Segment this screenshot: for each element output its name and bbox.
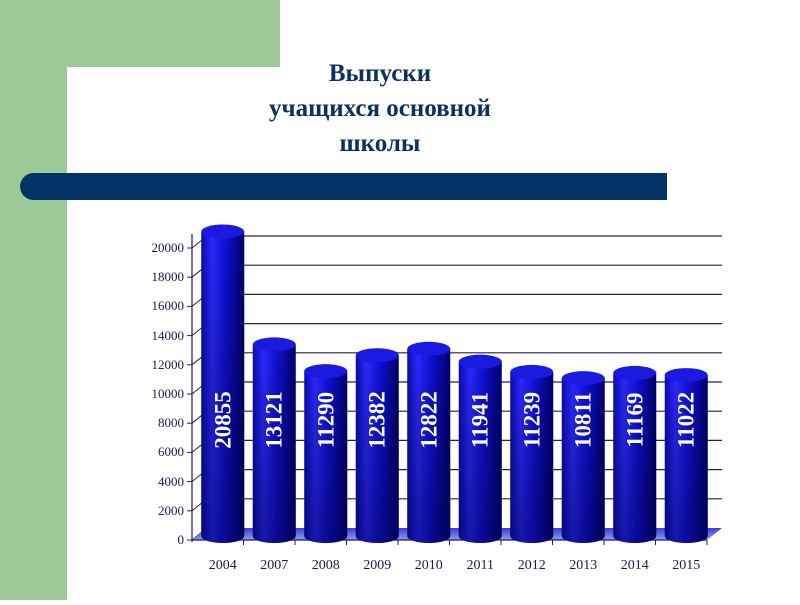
x-tick-label: 2015 xyxy=(672,558,701,573)
title-line-3: школы xyxy=(339,130,421,157)
x-tick-label: 2013 xyxy=(569,558,598,573)
x-tick-label: 2009 xyxy=(363,558,392,573)
bar-top-cap xyxy=(613,365,657,380)
bar-value-label: 11169 xyxy=(622,392,648,448)
x-tick-label: 2014 xyxy=(620,558,649,573)
bar-top-cap xyxy=(664,368,708,383)
bar-shade xyxy=(613,372,657,544)
bar-value-label: 12382 xyxy=(364,391,390,449)
bar-shade xyxy=(304,371,348,544)
y-tick-label: 6000 xyxy=(158,444,184,460)
bar-shade xyxy=(201,231,245,544)
bar-top-cap xyxy=(561,371,605,386)
y-tick-label: 16000 xyxy=(151,298,185,314)
bar-value-label: 11290 xyxy=(313,391,339,449)
y-tick-label: 14000 xyxy=(151,327,185,343)
title-divider-bar xyxy=(20,173,667,200)
y-tick-label: 18000 xyxy=(151,269,185,285)
bar-shade xyxy=(561,378,605,544)
x-tick-label: 2010 xyxy=(414,558,443,573)
y-tick-label: 2000 xyxy=(158,502,184,518)
bar-top-cap xyxy=(252,337,296,352)
title-line-2: учащихся основной xyxy=(269,95,491,122)
bar-shade xyxy=(407,348,451,544)
y-tick-label: 10000 xyxy=(151,386,185,401)
bar-value-label: 11022 xyxy=(673,391,699,449)
y-tick-label: 20000 xyxy=(151,240,185,255)
x-tick-label: 2012 xyxy=(517,558,546,573)
green-side-strip xyxy=(0,0,67,600)
bar-value-label: 20855 xyxy=(210,391,236,449)
y-tick-label: 0 xyxy=(177,532,185,547)
green-top-block xyxy=(0,0,280,67)
y-tick-label: 8000 xyxy=(158,415,184,431)
bar-shade xyxy=(458,361,502,544)
bar-value-label: 11941 xyxy=(467,391,493,449)
slide-title: Выпуски учащихся основной школы xyxy=(220,56,540,161)
bar-top-cap xyxy=(355,348,399,363)
bar-value-label: 10811 xyxy=(570,391,596,449)
bar-top-cap xyxy=(510,364,554,379)
bar-value-label: 11239 xyxy=(519,391,545,449)
bar-top-cap xyxy=(458,354,502,369)
bar-top-cap xyxy=(201,224,245,239)
x-tick-label: 2007 xyxy=(260,558,289,573)
bar-value-label: 12822 xyxy=(416,391,442,449)
bar-shade xyxy=(664,375,708,544)
x-tick-label: 2004 xyxy=(208,558,237,573)
bar-shade xyxy=(355,355,399,544)
x-tick-label: 2011 xyxy=(466,558,494,573)
x-tick-label: 2008 xyxy=(311,558,340,573)
bar-shade xyxy=(252,344,296,544)
y-tick-label: 4000 xyxy=(158,473,184,489)
bar-top-cap xyxy=(304,364,348,379)
bar-shade xyxy=(510,371,554,544)
y-tick-label: 12000 xyxy=(151,356,185,372)
bar-value-label: 13121 xyxy=(261,391,287,449)
bar-top-cap xyxy=(407,341,451,356)
title-line-1: Выпуски xyxy=(328,60,432,87)
